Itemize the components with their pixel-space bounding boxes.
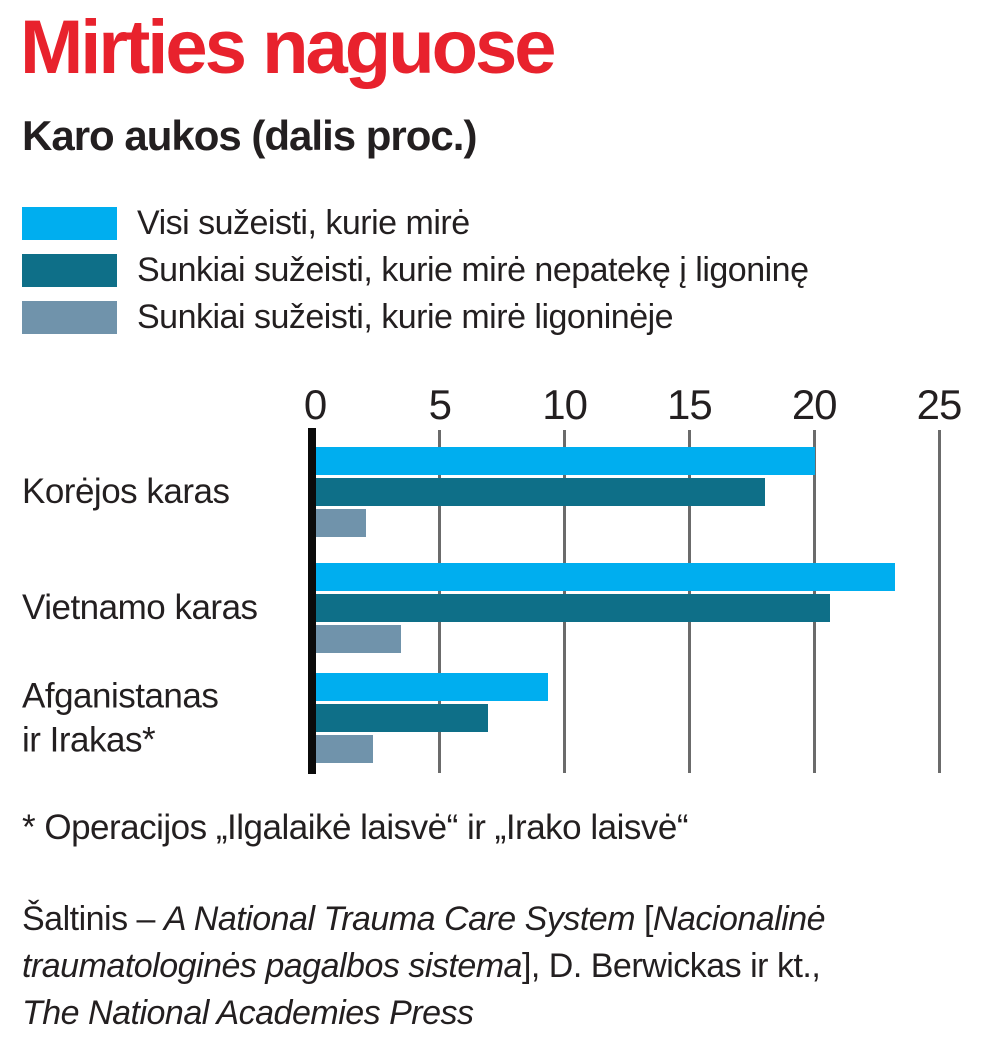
legend-swatch-died-before-hospital [22, 254, 117, 287]
source-text-segment: [ [643, 900, 653, 938]
legend-item-all-wounded-died: Visi sužeisti, kurie mirė [22, 200, 808, 247]
y-axis-line [308, 428, 316, 774]
source-text-segment: The National Academies Press [22, 994, 474, 1032]
source: Šaltinis – A National Trauma Care System… [22, 896, 826, 1037]
bar-died-in-hospital-korejos-karas [316, 509, 366, 537]
legend-swatch-all-wounded-died [22, 207, 117, 240]
legend-label-died-before-hospital: Sunkiai sužeisti, kurie mirė nepatekę į … [137, 251, 809, 289]
legend-label-died-in-hospital: Sunkiai sužeisti, kurie mirė ligoninėje [137, 298, 674, 336]
bar-all-wounded-died-korejos-karas [316, 447, 816, 475]
source-line-2: traumatologinės pagalbos sistema], D. Be… [22, 943, 825, 990]
source-text-segment: ], D. Berwickas ir kt., [521, 947, 821, 985]
legend-label-all-wounded-died: Visi sužeisti, kurie mirė [137, 204, 470, 242]
x-axis-tick-label-0: 0 [303, 381, 327, 428]
source-text-segment: traumatologinės pagalbos sistema [22, 947, 522, 985]
bar-died-in-hospital-afganistanas-ir-irakas [316, 735, 374, 763]
x-axis-tick-label-15: 15 [667, 381, 713, 428]
legend-swatch-died-in-hospital [22, 301, 117, 334]
bar-died-before-hospital-korejos-karas [316, 478, 766, 506]
x-axis-tick-label-20: 20 [791, 381, 838, 428]
bar-died-before-hospital-afganistanas-ir-irakas [316, 704, 489, 732]
source-text-segment: Nacionalinė [652, 900, 826, 938]
footnote: * Operacijos „Ilgalaikė laisvė“ ir „Irak… [22, 808, 689, 847]
category-label-vietnamo-karas: Vietnamo karas [22, 588, 258, 628]
bar-all-wounded-died-afganistanas-ir-irakas [316, 673, 549, 701]
x-axis-tick-label-5: 5 [428, 381, 452, 428]
legend-item-died-in-hospital: Sunkiai sužeisti, kurie mirė ligoninėje [22, 294, 808, 341]
gridline-25 [937, 430, 941, 773]
page-title: Mirties naguose [20, 5, 557, 90]
bar-all-wounded-died-vietnamo-karas [316, 563, 896, 591]
category-label-afganistanas-ir-irakas: Afganistanas ir Irakas* [22, 676, 219, 759]
x-axis-tick-label-10: 10 [542, 381, 588, 428]
bar-died-in-hospital-vietnamo-karas [316, 625, 401, 653]
category-label-korejos-karas: Korėjos karas [22, 472, 230, 512]
source-text-segment: A National Trauma Care System [163, 900, 644, 938]
legend: Visi sužeisti, kurie mirė Sunkiai sužeist… [22, 200, 809, 341]
source-line-3: The National Academies Press [22, 990, 825, 1037]
page-subtitle: Karo aukos (dalis proc.) [22, 112, 477, 159]
source-text-segment: Šaltinis – [22, 900, 164, 938]
legend-item-died-before-hospital: Sunkiai sužeisti, kurie mirė nepatekę į … [22, 247, 809, 294]
x-axis-tick-label-25: 25 [916, 381, 963, 428]
source-line-1: Šaltinis – A National Trauma Care System… [22, 896, 826, 943]
bar-died-before-hospital-vietnamo-karas [316, 594, 831, 622]
